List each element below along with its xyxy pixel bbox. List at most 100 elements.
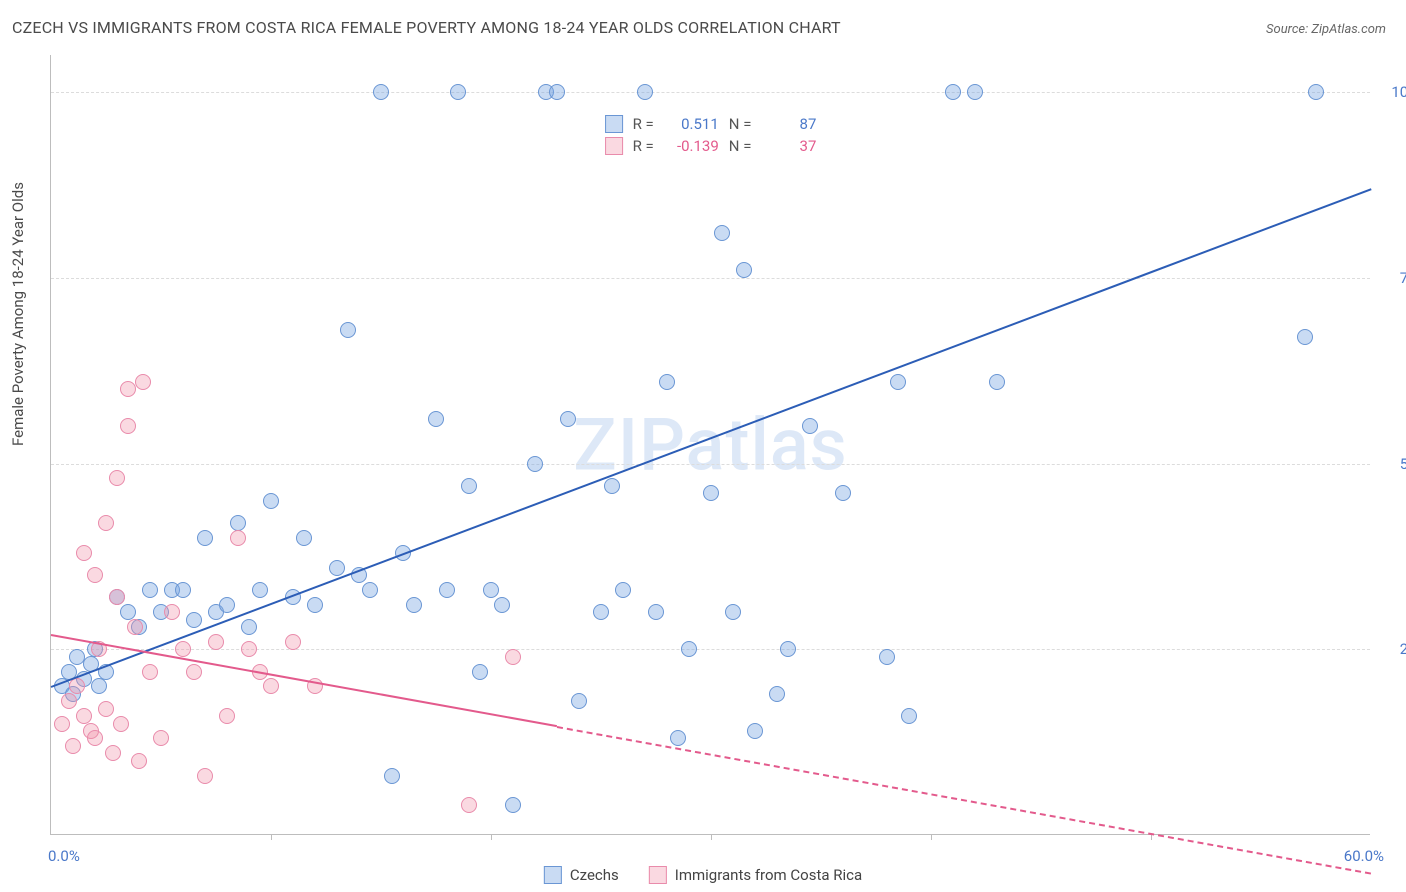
legend-item-czechs: Czechs [544,866,619,884]
data-point [703,485,719,501]
data-point [76,545,92,561]
y-tick-label: 75.0% [1400,269,1406,287]
data-point [263,493,279,509]
chart-container: CZECH VS IMMIGRANTS FROM COSTA RICA FEMA… [0,0,1406,892]
data-point [648,604,664,620]
data-point [219,597,235,613]
chart-source: Source: ZipAtlas.com [1266,22,1386,37]
data-point [219,708,235,724]
data-point [901,708,917,724]
legend-swatch-icon [544,866,562,884]
legend-label: Immigrants from Costa Rica [675,866,862,884]
data-point [98,515,114,531]
gridline [51,92,1370,93]
data-point [135,374,151,390]
data-point [105,745,121,761]
data-point [615,582,631,598]
x-tick [491,834,492,840]
y-tick-label: 50.0% [1400,455,1406,473]
data-point [736,262,752,278]
data-point [91,678,107,694]
data-point [1297,329,1313,345]
legend-label: Czechs [570,866,619,884]
data-point [384,768,400,784]
data-point [197,768,213,784]
data-point [109,470,125,486]
data-point [439,582,455,598]
data-point [406,597,422,613]
stat-n-value: 87 [761,115,816,133]
data-point [65,738,81,754]
data-point [714,225,730,241]
regression-line [557,726,1371,875]
data-point [120,418,136,434]
stat-swatch-icon [605,137,623,155]
data-point [505,649,521,665]
data-point [186,612,202,628]
data-point [153,730,169,746]
legend-swatch-icon [649,866,667,884]
chart-title: CZECH VS IMMIGRANTS FROM COSTA RICA FEMA… [12,18,841,37]
data-point [98,701,114,717]
data-point [472,664,488,680]
data-point [87,730,103,746]
data-point [549,84,565,100]
data-point [120,381,136,397]
stats-box: R =0.511N =87R =-0.139N =37 [605,113,817,157]
data-point [670,730,686,746]
regression-line [51,189,1372,689]
data-point [637,84,653,100]
data-point [76,708,92,724]
data-point [120,604,136,620]
data-point [879,649,895,665]
gridline [51,464,1370,465]
data-point [560,411,576,427]
x-axis-max-label: 60.0% [1344,847,1384,865]
x-tick [711,834,712,840]
stat-swatch-icon [605,115,623,133]
data-point [769,686,785,702]
data-point [131,753,147,769]
data-point [604,478,620,494]
data-point [989,374,1005,390]
legend: Czechs Immigrants from Costa Rica [544,866,862,884]
data-point [69,678,85,694]
data-point [230,530,246,546]
data-point [450,84,466,100]
data-point [505,797,521,813]
data-point [373,84,389,100]
stat-row: R =-0.139N =37 [605,135,817,157]
data-point [461,478,477,494]
stat-row: R =0.511N =87 [605,113,817,135]
data-point [175,641,191,657]
data-point [241,619,257,635]
data-point [142,664,158,680]
data-point [186,664,202,680]
stat-n-label: N = [729,137,752,155]
data-point [87,567,103,583]
data-point [659,374,675,390]
data-point [527,456,543,472]
y-axis-label: Female Poverty Among 18-24 Year Olds [9,182,27,446]
y-tick-label: 100.0% [1391,83,1406,101]
data-point [164,604,180,620]
data-point [483,582,499,598]
data-point [208,634,224,650]
data-point [571,693,587,709]
data-point [127,619,143,635]
x-tick [931,834,932,840]
data-point [890,374,906,390]
data-point [780,641,796,657]
data-point [252,582,268,598]
data-point [54,716,70,732]
data-point [802,418,818,434]
data-point [747,723,763,739]
gridline [51,278,1370,279]
data-point [197,530,213,546]
x-tick [271,834,272,840]
stat-r-value: 0.511 [664,115,719,133]
data-point [340,322,356,338]
data-point [681,641,697,657]
stat-n-value: 37 [761,137,816,155]
data-point [175,582,191,598]
